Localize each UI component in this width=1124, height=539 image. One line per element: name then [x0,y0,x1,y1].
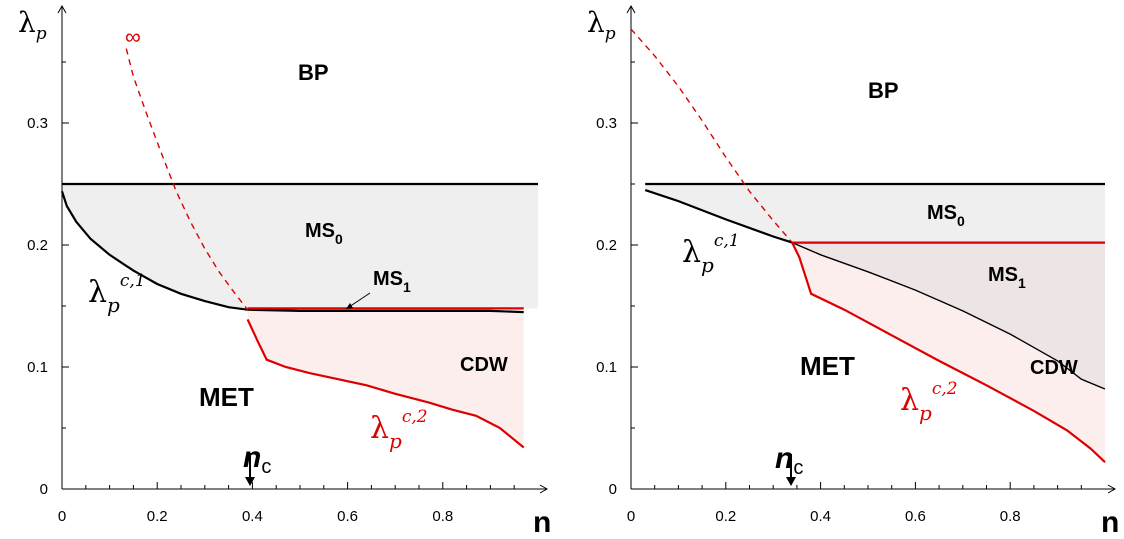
series-line--p-c-1 [60,190,248,311]
x-axis-arrow [1107,484,1117,494]
cdw-label: CDW [1030,357,1078,379]
series-line--p-c-2 [246,318,525,449]
ms1-label: MS1 [373,268,411,295]
x-tick-label: 0.6 [337,508,358,525]
y-axis-label: λp [587,6,616,44]
infinity-label: ∞ [125,24,141,49]
cdw-label: CDW [460,354,508,376]
x-axis-arrow [539,484,549,494]
y-tick-label: 0.3 [596,115,617,132]
series-line-dashed [125,48,249,311]
nc-label: nc [243,441,271,478]
y-tick-label: 0 [609,481,617,498]
x-tick-label: 0 [627,508,635,525]
x-tick-label: 0.4 [810,508,831,525]
nc-arrow-head [245,477,255,486]
lambda-c1-label: λpc,1 [88,271,146,317]
x-tick-label: 0.8 [1000,508,1021,525]
x-tick-label: 0 [58,508,66,525]
ms1-pointer-head [346,303,353,309]
series-line--p-c-2 [791,242,1106,463]
lambda-c1-label: λpc,1 [682,231,740,277]
x-tick-label: 0.4 [242,508,263,525]
y-tick-label: 0.1 [596,359,617,376]
lambda-c2-label: λpc,2 [370,407,428,453]
x-tick-label: 0.8 [432,508,453,525]
y-axis-label: λp [18,6,47,44]
cdw-region [792,242,1105,463]
y-axis-arrow [626,4,636,14]
y-tick-label: 0.2 [596,237,617,254]
cdw-region [247,309,524,448]
met-label: MET [800,351,855,381]
y-tick-label: 0.1 [27,359,48,376]
series-line-ms1-lower [791,241,1106,390]
x-tick-label: 0.2 [715,508,736,525]
y-axis-arrow [57,4,67,14]
y-tick-label: 0 [40,481,48,498]
series-line-ms1-lower [247,308,524,314]
met-label: MET [199,382,254,412]
ms0-label: MS0 [305,220,343,247]
y-tick-label: 0.2 [27,237,48,254]
lambda-c2-label: λpc,2 [900,379,958,425]
ms1-region [792,242,1105,389]
bp-label: BP [298,60,329,85]
nc-arrow-head [786,477,796,486]
y-tick-label: 0.3 [27,115,48,132]
series-line--p-c-1 [644,189,793,244]
bp-label: BP [868,78,899,103]
ms0-label: MS0 [927,202,965,229]
ms0-region [645,184,1105,243]
left-phase-diagram: 0 0.2 0.4 0.6 0.8 0 0.1 0.2 0.3 n λp BP MS0 MS1 CDW MET… [18,4,551,539]
x-axis-label: n [1101,506,1119,539]
ms0-region [62,184,538,310]
nc-label: nc [775,442,803,479]
x-tick-label: 0.2 [147,508,168,525]
x-axis-label: n [533,506,551,539]
x-tick-label: 0.6 [905,508,926,525]
ms1-label: MS1 [988,264,1026,291]
right-phase-diagram: 0 0.2 0.4 0.6 0.8 0 0.1 0.2 0.3 n λp BP MS0 MS1 CDW MET… [587,4,1119,539]
series-line-dashed [630,28,793,244]
